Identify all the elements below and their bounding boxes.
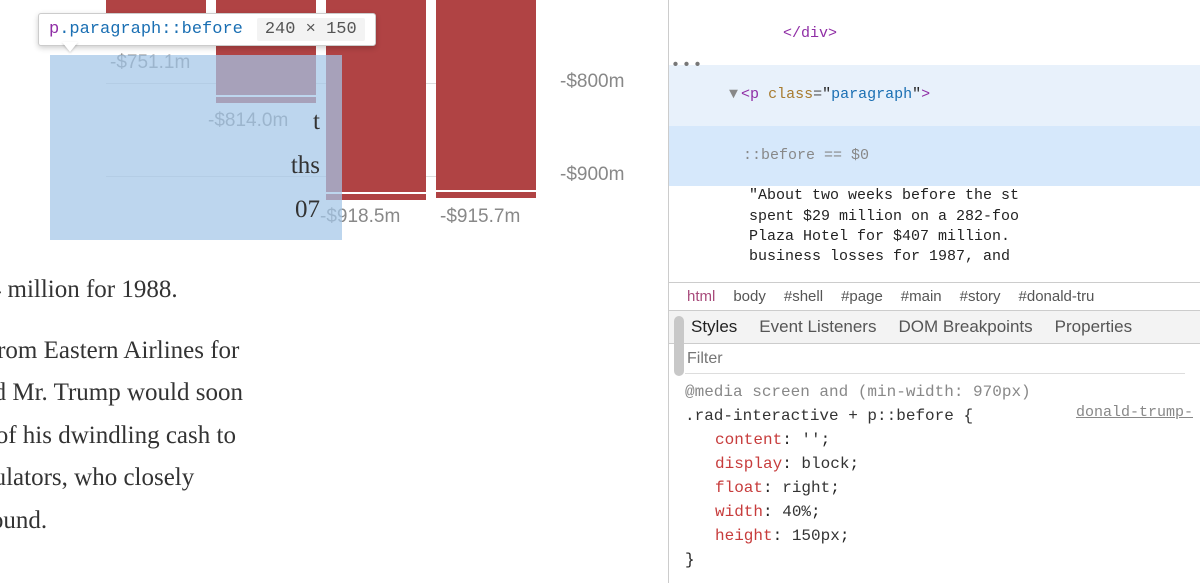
more-icon[interactable]: ••• [671, 56, 704, 76]
breadcrumb-item[interactable]: #story [960, 288, 1001, 305]
tooltip-class: .paragraph [59, 20, 161, 39]
article-body: t ths 07 0.4 million for 1988. n from Ea… [0, 100, 320, 560]
elements-tree[interactable]: ••• </div> ▼<p class="paragraph"> ::befo… [669, 0, 1200, 282]
bar-value-label: -$918.5m [320, 206, 400, 228]
tooltip-callout [62, 42, 78, 52]
css-media-query: @media screen and (min-width: 970px) [685, 380, 1200, 404]
article-paragraph: n from Eastern Airlines forand Mr. Trump… [0, 330, 320, 543]
styles-tabbar[interactable]: Styles Event Listeners DOM Breakpoints Prop… [669, 310, 1200, 344]
bar-value-label: -$751.1m [110, 52, 190, 74]
axis-label: -$900m [560, 164, 624, 186]
dom-text[interactable]: spent $29 million on a 282-foo [689, 207, 1200, 227]
css-declaration[interactable]: height: 150px; [685, 524, 1200, 548]
bar-value-label: -$915.7m [440, 206, 520, 228]
dom-node[interactable]: ▼<p class="paragraph"> [669, 65, 1200, 126]
dom-pseudo[interactable]: ::before == $0 [669, 126, 1200, 187]
inspector-tooltip: p.paragraph::before 240 × 150 [38, 13, 376, 46]
css-declaration[interactable]: content: ''; [685, 428, 1200, 452]
styles-rule[interactable]: @media screen and (min-width: 970px) .ra… [685, 380, 1200, 572]
tab-dom-breakpoints[interactable]: DOM Breakpoints [898, 317, 1032, 337]
css-source-link[interactable]: donald-trump- [1076, 402, 1193, 425]
dom-text[interactable]: "About two weeks before the st [689, 186, 1200, 206]
dom-node[interactable]: </div> [689, 4, 1200, 65]
tooltip-pseudo: ::before [161, 20, 243, 39]
breadcrumb-item[interactable]: #main [901, 288, 942, 305]
tab-styles[interactable]: Styles [691, 317, 737, 337]
css-declaration[interactable]: width: 40%; [685, 500, 1200, 524]
styles-filter[interactable] [685, 344, 1185, 374]
breadcrumb-item[interactable]: body [733, 288, 766, 305]
breadcrumb-item[interactable]: #donald-tru [1019, 288, 1095, 305]
breadcrumb-item[interactable]: #page [841, 288, 883, 305]
dom-breadcrumb[interactable]: html body #shell #page #main #story #donald-tr… [669, 282, 1200, 310]
scrollbar[interactable] [674, 316, 684, 376]
tooltip-tag: p [49, 20, 59, 39]
css-declaration[interactable]: float: right; [685, 476, 1200, 500]
css-declaration[interactable]: display: block; [685, 452, 1200, 476]
breadcrumb-item[interactable]: html [687, 288, 715, 305]
dom-text[interactable]: business losses for 1987, and [689, 247, 1200, 267]
axis-label: -$800m [560, 71, 624, 93]
css-selector[interactable]: .rad-interactive + p::before { [685, 407, 973, 425]
filter-input[interactable] [685, 349, 1185, 369]
article-viewport: -$751.1m-$814.0m-$918.5m-$915.7m -$800m-… [0, 0, 668, 583]
css-rule-close: } [685, 548, 1200, 572]
devtools-panel: ••• </div> ▼<p class="paragraph"> ::befo… [668, 0, 1200, 583]
breadcrumb-item[interactable]: #shell [784, 288, 823, 305]
dom-text[interactable]: Plaza Hotel for $407 million. [689, 227, 1200, 247]
chevron-down-icon[interactable]: ▼ [729, 85, 741, 105]
dom-node[interactable]: </p> [689, 267, 1200, 282]
tab-event-listeners[interactable]: Event Listeners [759, 317, 876, 337]
chart-bar [436, 0, 536, 198]
tooltip-dimensions: 240 × 150 [257, 18, 365, 41]
article-paragraph: t ths 07 [0, 100, 320, 231]
article-paragraph: 0.4 million for 1988. [0, 269, 320, 312]
tab-properties[interactable]: Properties [1055, 317, 1132, 337]
